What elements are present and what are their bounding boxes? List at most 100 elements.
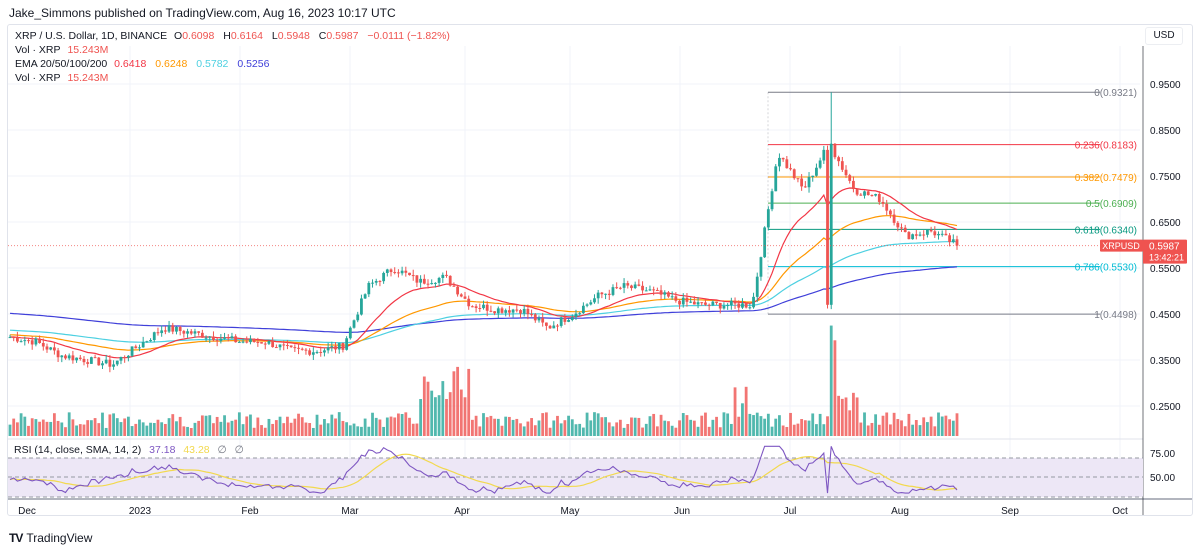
candle-body[interactable] [130,346,134,356]
candle-body[interactable] [434,282,437,284]
candle-body[interactable] [360,298,363,315]
candle-body[interactable] [489,310,493,312]
candle-body[interactable] [881,201,885,204]
candle-body[interactable] [89,357,93,364]
candle-body[interactable] [707,304,711,306]
candle-body[interactable] [711,301,715,306]
candle-body[interactable] [578,313,582,315]
candle-body[interactable] [197,331,201,333]
candle-body[interactable] [500,308,504,313]
candle-body[interactable] [504,310,508,313]
candle-body[interactable] [926,229,929,235]
candle-body[interactable] [419,278,423,283]
candle-body[interactable] [859,194,863,196]
candle-body[interactable] [556,325,559,327]
candle-body[interactable] [441,274,445,278]
candle-body[interactable] [308,350,312,355]
candle-body[interactable] [600,292,604,295]
volume2-label[interactable]: Vol · XRP [15,72,61,84]
candle-body[interactable] [56,350,60,358]
candle-body[interactable] [430,283,434,285]
candle-body[interactable] [160,330,164,334]
candle-body[interactable] [737,303,741,308]
candle-body[interactable] [663,292,667,295]
candle-body[interactable] [286,345,289,347]
candle-body[interactable] [581,305,585,314]
candle-body[interactable] [811,175,815,178]
candle-body[interactable] [726,305,730,307]
candle-body[interactable] [23,340,27,342]
volume-label[interactable]: Vol · XRP [15,44,61,56]
time-axis-label[interactable]: Apr [454,506,470,517]
time-axis-label[interactable]: Oct [1112,506,1128,517]
candle-body[interactable] [833,143,837,158]
candle-body[interactable] [282,344,286,346]
candle-body[interactable] [41,343,45,347]
candle-body[interactable] [175,326,178,332]
candle-body[interactable] [729,300,733,306]
candle-body[interactable] [611,287,615,295]
time-axis-label[interactable]: May [561,506,580,517]
candle-body[interactable] [759,257,763,277]
candle-body[interactable] [234,336,238,343]
candle-body[interactable] [918,234,922,236]
candle-body[interactable] [45,346,49,350]
time-axis-label[interactable]: Jul [784,506,797,517]
candle-body[interactable] [537,318,541,321]
candle-body[interactable] [82,358,86,363]
candle-body[interactable] [382,272,386,282]
candle-body[interactable] [792,169,796,179]
candle-body[interactable] [722,305,726,309]
candle-body[interactable] [840,161,844,170]
candle-body[interactable] [452,285,456,287]
candle-body[interactable] [404,270,408,273]
candle-body[interactable] [896,222,900,228]
candle-body[interactable] [933,231,937,236]
candle-body[interactable] [408,272,411,276]
candle-body[interactable] [19,341,23,343]
candle-body[interactable] [278,344,282,348]
candle-body[interactable] [852,180,855,190]
time-axis-label[interactable]: Feb [241,506,259,517]
candle-body[interactable] [863,191,866,196]
candle-body[interactable] [215,340,219,342]
time-axis-label[interactable]: 2023 [129,506,152,517]
candle-body[interactable] [955,239,959,246]
candle-body[interactable] [755,276,759,297]
candle-body[interactable] [374,280,378,283]
candle-body[interactable] [97,357,101,366]
candle-body[interactable] [948,235,952,242]
candle-body[interactable] [330,346,334,348]
candle-body[interactable] [674,296,678,301]
candle-body[interactable] [803,186,807,188]
candle-body[interactable] [393,272,397,274]
candle-body[interactable] [589,302,593,305]
candle-body[interactable] [944,233,948,236]
candle-body[interactable] [752,296,755,308]
candle-body[interactable] [212,336,215,341]
candle-body[interactable] [52,347,56,351]
candle-body[interactable] [789,168,792,170]
candle-body[interactable] [300,348,304,350]
candle-body[interactable] [689,301,693,303]
candle-body[interactable] [570,317,574,320]
candle-body[interactable] [815,167,818,176]
candle-body[interactable] [348,327,352,339]
candle-body[interactable] [123,356,127,358]
candle-body[interactable] [400,270,404,274]
candle-body[interactable] [870,195,874,197]
candle-body[interactable] [115,360,119,365]
candle-body[interactable] [822,149,826,161]
candle-body[interactable] [874,194,878,196]
candle-body[interactable] [267,340,271,344]
candle-body[interactable] [637,284,641,286]
candle-body[interactable] [101,363,104,366]
candle-body[interactable] [326,347,330,351]
candle-body[interactable] [119,356,123,361]
candle-body[interactable] [496,308,500,314]
candle-body[interactable] [748,307,752,309]
candle-body[interactable] [315,351,319,353]
tradingview-logo[interactable]: TV TradingView [9,531,92,545]
candle-body[interactable] [541,318,545,323]
candle-body[interactable] [426,283,430,285]
